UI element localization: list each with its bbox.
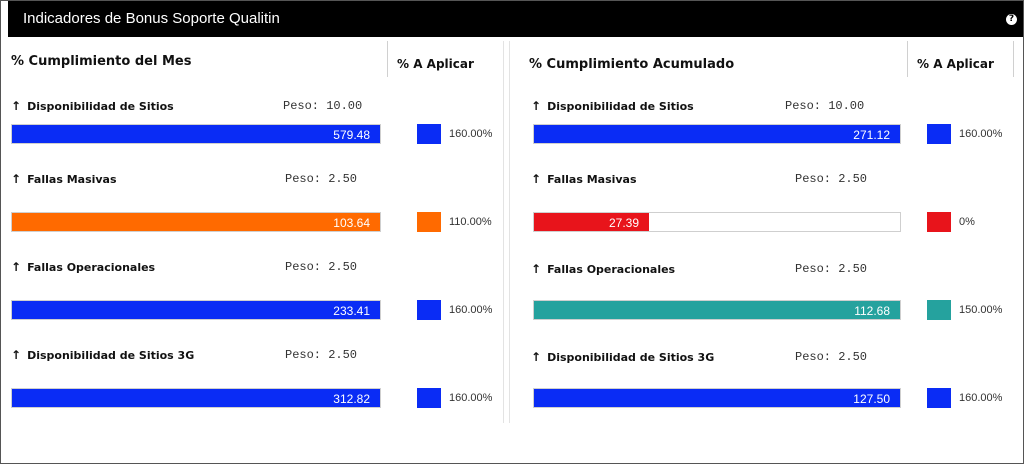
apply-color-swatch xyxy=(417,124,441,144)
indicator-weight: Peso: 2.50 xyxy=(795,350,868,364)
apply-color-swatch xyxy=(927,212,951,232)
header-separator xyxy=(387,41,388,77)
compliance-bar: 103.64 xyxy=(11,212,381,232)
indicator-weight: Peso: 2.50 xyxy=(285,260,358,274)
apply-color-swatch xyxy=(417,300,441,320)
indicator-name: ↑ Disponibilidad de Sitios 3G xyxy=(531,350,714,364)
compliance-bar-fill xyxy=(12,301,380,319)
indicator-label: Fallas Operacionales xyxy=(27,261,156,274)
compliance-bar-fill xyxy=(534,125,900,143)
accumulated-title: % Cumplimiento Acumulado xyxy=(529,57,735,72)
compliance-bar: 312.82 xyxy=(11,388,381,408)
compliance-value: 127.50 xyxy=(853,392,890,406)
indicator-label: Disponibilidad de Sitios 3G xyxy=(27,349,195,362)
apply-percentage: 160.00% xyxy=(959,392,1003,404)
titlebar-accent xyxy=(1,1,8,37)
compliance-value: 27.39 xyxy=(608,216,639,230)
monthly-apply-label: % A Aplicar xyxy=(397,57,474,71)
apply-color-swatch xyxy=(417,212,441,232)
compliance-bar-fill xyxy=(12,389,380,407)
indicator-name: ↑ Disponibilidad de Sitios xyxy=(11,99,174,113)
indicator-label: Fallas Masivas xyxy=(27,173,117,186)
arrow-up-icon: ↑ xyxy=(531,99,542,113)
indicator-name: ↑ Fallas Masivas xyxy=(11,172,117,186)
arrow-up-icon: ↑ xyxy=(11,99,22,113)
apply-percentage: 160.00% xyxy=(449,392,493,404)
indicator-weight: Peso: 2.50 xyxy=(795,262,868,276)
indicator-weight: Peso: 10.00 xyxy=(785,99,865,113)
compliance-value: 579.48 xyxy=(333,128,370,142)
compliance-value: 103.64 xyxy=(333,216,370,230)
compliance-bar: 233.41 xyxy=(11,300,381,320)
widget-title: Indicadores de Bonus Soporte Qualitin xyxy=(23,10,280,27)
compliance-bar-fill xyxy=(534,301,900,319)
apply-percentage: 110.00% xyxy=(449,216,492,228)
indicator-name: ↑ Fallas Operacionales xyxy=(531,262,675,276)
apply-percentage: 0% xyxy=(959,216,975,228)
indicator-weight: Peso: 10.00 xyxy=(283,99,363,113)
compliance-value: 271.12 xyxy=(853,128,890,142)
indicator-label: Fallas Operacionales xyxy=(547,263,676,276)
indicator-weight: Peso: 2.50 xyxy=(795,172,868,186)
apply-color-swatch xyxy=(927,124,951,144)
apply-percentage: 160.00% xyxy=(449,128,493,140)
indicator-label: Disponibilidad de Sitios xyxy=(27,100,174,113)
compliance-bar: 112.68 xyxy=(533,300,901,320)
header-separator xyxy=(907,41,908,77)
indicator-name: ↑ Disponibilidad de Sitios xyxy=(531,99,694,113)
apply-color-swatch xyxy=(927,300,951,320)
compliance-bar-fill xyxy=(12,213,380,231)
indicator-label: Fallas Masivas xyxy=(547,173,637,186)
arrow-up-icon: ↑ xyxy=(531,262,542,276)
indicator-weight: Peso: 2.50 xyxy=(285,172,358,186)
indicator-label: Disponibilidad de Sitios xyxy=(547,100,694,113)
widget-titlebar: Indicadores de Bonus Soporte Qualitin ? xyxy=(1,1,1023,37)
apply-percentage: 160.00% xyxy=(449,304,493,316)
accumulated-panel-header: % Cumplimiento Acumulado % A Aplicar xyxy=(529,41,1013,81)
apply-color-swatch xyxy=(927,388,951,408)
compliance-bar: 127.50 xyxy=(533,388,901,408)
indicator-weight: Peso: 2.50 xyxy=(285,348,358,362)
compliance-value: 233.41 xyxy=(333,304,370,318)
indicator-label: Disponibilidad de Sitios 3G xyxy=(547,351,715,364)
monthly-panel-header: % Cumplimiento del Mes % A Aplicar xyxy=(11,41,501,81)
apply-percentage: 150.00% xyxy=(959,304,1003,316)
arrow-up-icon: ↑ xyxy=(11,260,22,274)
compliance-bar-fill xyxy=(534,213,649,231)
apply-percentage: 160.00% xyxy=(959,128,1003,140)
compliance-bar: 579.48 xyxy=(11,124,381,144)
compliance-value: 312.82 xyxy=(333,392,370,406)
indicator-name: ↑ Fallas Operacionales xyxy=(11,260,155,274)
arrow-up-icon: ↑ xyxy=(11,172,22,186)
panel-divider xyxy=(509,41,510,423)
indicator-name: ↑ Disponibilidad de Sitios 3G xyxy=(11,348,194,362)
compliance-bar: 271.12 xyxy=(533,124,901,144)
help-icon[interactable]: ? xyxy=(1006,14,1017,25)
arrow-up-icon: ↑ xyxy=(531,172,542,186)
indicator-name: ↑ Fallas Masivas xyxy=(531,172,637,186)
compliance-bar: 27.39 xyxy=(533,212,901,232)
compliance-bar-fill xyxy=(12,125,380,143)
arrow-up-icon: ↑ xyxy=(531,350,542,364)
monthly-title: % Cumplimiento del Mes xyxy=(11,54,192,69)
apply-color-swatch xyxy=(417,388,441,408)
compliance-value: 112.68 xyxy=(854,304,890,318)
arrow-up-icon: ↑ xyxy=(11,348,22,362)
accumulated-apply-label: % A Aplicar xyxy=(917,57,994,71)
compliance-bar-fill xyxy=(534,389,900,407)
panel-divider xyxy=(503,41,504,423)
header-edge xyxy=(1013,41,1014,77)
